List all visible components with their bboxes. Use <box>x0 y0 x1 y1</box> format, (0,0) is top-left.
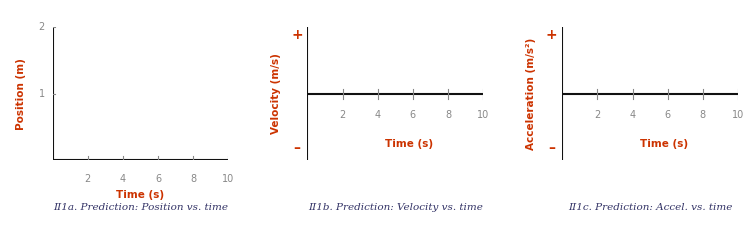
Text: 8: 8 <box>191 174 197 184</box>
Text: 4: 4 <box>120 174 126 184</box>
Text: 4: 4 <box>630 110 636 120</box>
Text: II1c. Prediction: Accel. vs. time: II1c. Prediction: Accel. vs. time <box>568 203 732 212</box>
Text: 2: 2 <box>85 174 91 184</box>
Text: –: – <box>294 141 300 155</box>
Text: Time (s): Time (s) <box>117 190 165 199</box>
Text: II1b. Prediction: Velocity vs. time: II1b. Prediction: Velocity vs. time <box>308 203 483 212</box>
Text: +: + <box>546 28 557 42</box>
Text: 1: 1 <box>38 89 45 99</box>
Text: Position (m): Position (m) <box>16 58 26 130</box>
Text: 4: 4 <box>375 110 381 120</box>
Text: 2: 2 <box>594 110 600 120</box>
Text: 6: 6 <box>155 174 161 184</box>
Text: II1a. Prediction: Position vs. time: II1a. Prediction: Position vs. time <box>53 203 228 212</box>
Text: 10: 10 <box>222 174 234 184</box>
Text: 2: 2 <box>38 22 45 33</box>
Text: Acceleration (m/s²): Acceleration (m/s²) <box>526 38 535 150</box>
Text: 10: 10 <box>732 110 744 120</box>
Text: Time (s): Time (s) <box>386 139 434 149</box>
Text: 10: 10 <box>477 110 489 120</box>
Text: 8: 8 <box>445 110 451 120</box>
Text: 6: 6 <box>665 110 671 120</box>
Text: Velocity (m/s): Velocity (m/s) <box>271 53 281 134</box>
Text: Time (s): Time (s) <box>640 139 688 149</box>
Text: –: – <box>548 141 555 155</box>
Text: 6: 6 <box>410 110 416 120</box>
Text: 8: 8 <box>700 110 706 120</box>
Text: 2: 2 <box>340 110 346 120</box>
Text: +: + <box>291 28 303 42</box>
